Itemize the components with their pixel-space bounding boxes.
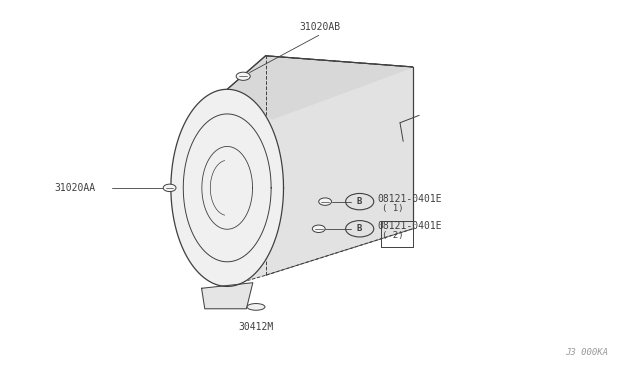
Text: 31020AB: 31020AB [300,22,340,32]
Circle shape [163,184,176,192]
Polygon shape [227,56,413,104]
Text: 08121-0401E: 08121-0401E [377,221,442,231]
Text: ( 1): ( 1) [382,204,404,213]
Circle shape [319,198,332,205]
Polygon shape [202,283,253,309]
Text: 08121-0401E: 08121-0401E [377,194,442,203]
Text: B: B [357,224,362,233]
Text: B: B [357,197,362,206]
Polygon shape [227,56,413,286]
Ellipse shape [247,304,265,310]
Polygon shape [171,89,284,286]
Text: 30412M: 30412M [238,322,274,332]
Circle shape [236,72,250,80]
Circle shape [312,225,325,232]
Text: 31020AA: 31020AA [54,183,95,193]
Polygon shape [227,56,413,119]
Text: J3 000KA: J3 000KA [565,348,608,357]
Text: ( 2): ( 2) [382,231,404,240]
